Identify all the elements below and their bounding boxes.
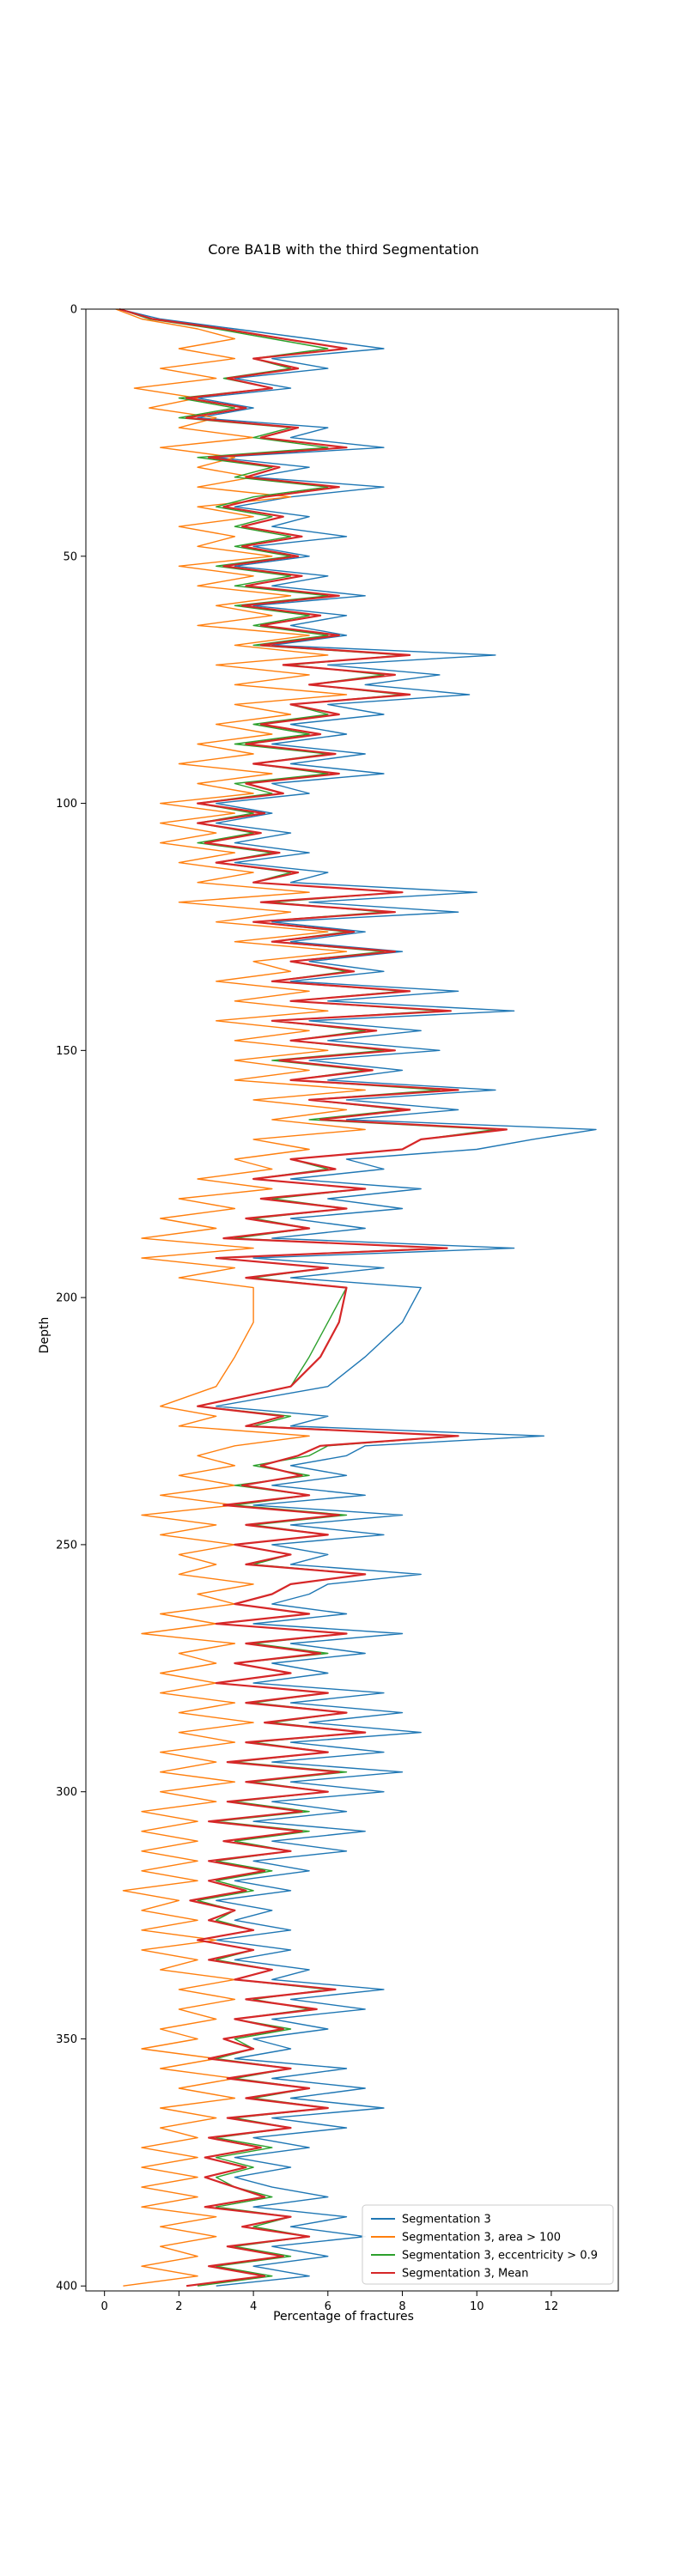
y-tick-label: 350	[56, 2033, 77, 2046]
x-tick-label: 2	[175, 2300, 182, 2313]
series-line-1	[119, 308, 597, 2287]
legend-label: Segmentation 3, eccentricity > 0.9	[402, 2250, 598, 2263]
y-tick-label: 100	[56, 798, 77, 811]
y-tick-label: 150	[56, 1045, 77, 1058]
x-tick-label: 10	[470, 2300, 484, 2313]
x-axis-title: Percentage of fractures	[273, 2310, 414, 2324]
y-tick-label: 250	[56, 1539, 77, 1552]
x-tick-label: 6	[325, 2300, 331, 2313]
plot-area	[115, 307, 597, 2287]
series-line-2	[115, 308, 366, 2287]
y-tick-label: 300	[56, 1786, 77, 1799]
series-line-4	[119, 307, 508, 2287]
axes: 0 2 4 6 8 10 12 0 50 100 150 200 250 300 350 400	[56, 304, 619, 2313]
y-tick-label: 50	[63, 550, 77, 563]
x-tick-label: 0	[101, 2300, 108, 2313]
y-tick-label: 200	[56, 1292, 77, 1305]
chart-title: Core BA1B with the third Segmentation	[208, 241, 479, 258]
legend-label: Segmentation 3, area > 100	[402, 2232, 561, 2245]
plot-frame	[85, 308, 619, 2292]
x-tick-label: 12	[544, 2300, 559, 2313]
x-tick-label: 4	[250, 2300, 257, 2313]
legend: Segmentation 3 Segmentation 3, area > 100…	[362, 2204, 614, 2285]
x-tick-label: 8	[398, 2300, 405, 2313]
legend-label: Segmentation 3	[402, 2214, 491, 2227]
y-tick-label: 0	[70, 304, 77, 317]
legend-label: Segmentation 3, Mean	[402, 2268, 528, 2281]
y-tick-label: 400	[56, 2281, 77, 2293]
y-axis-title: Depth	[38, 1317, 52, 1354]
legend-box	[362, 2204, 614, 2285]
